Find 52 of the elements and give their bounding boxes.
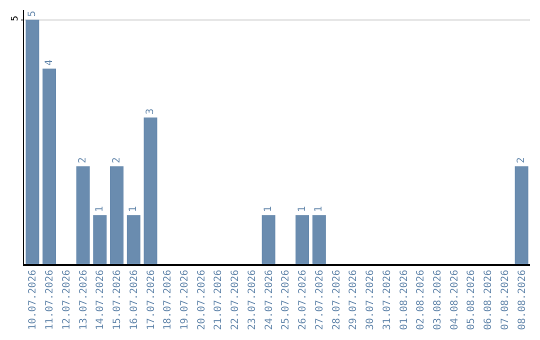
x-tick-label: 12.07.2026 [61, 270, 72, 330]
data-label: 1 [314, 206, 325, 212]
bar [93, 215, 107, 264]
data-label: 5 [26, 10, 38, 17]
x-tick-label: 28.07.2026 [331, 270, 342, 330]
x-tick-label: 29.07.2026 [348, 270, 360, 330]
x-tick-label: 17.07.2026 [146, 270, 157, 330]
x-tick-label: 13.07.2026 [78, 270, 90, 330]
data-label: 1 [296, 206, 308, 212]
x-tick-label: 03.08.2026 [432, 270, 444, 330]
x-tick-label: 05.08.2026 [466, 270, 478, 330]
bar [126, 215, 140, 264]
x-tick-label: 02.08.2026 [416, 270, 427, 330]
x-tick-label: 07.08.2026 [500, 270, 511, 330]
data-label: 1 [128, 206, 140, 212]
data-label: 2 [78, 157, 89, 164]
x-tick-label: 01.08.2026 [398, 270, 410, 330]
bar [42, 68, 56, 264]
x-tick-label: 19.07.2026 [179, 270, 190, 330]
x-tick-label: 06.08.2026 [483, 270, 494, 330]
x-tick-label: 14.07.2026 [95, 270, 106, 330]
data-label: 2 [516, 157, 528, 164]
x-tick-label: 16.07.2026 [128, 270, 140, 330]
x-tick-label: 04.08.2026 [449, 270, 460, 330]
x-tick-label: 26.07.2026 [298, 270, 309, 330]
bar [312, 215, 326, 264]
x-tick-label: 30.07.2026 [365, 270, 376, 330]
data-label: 3 [145, 108, 156, 114]
data-label: 1 [263, 206, 274, 212]
data-label: 4 [44, 60, 55, 66]
x-tick-label: 25.07.2026 [280, 270, 292, 330]
bar [514, 166, 528, 264]
x-tick-label: 15.07.2026 [112, 270, 124, 330]
x-tick-label: 31.07.2026 [382, 270, 393, 330]
x-tick-label: 23.07.2026 [246, 270, 258, 330]
bar [262, 215, 276, 264]
x-tick-label: 08.08.2026 [516, 270, 528, 330]
bar [76, 166, 90, 264]
x-tick-label: 27.07.2026 [314, 270, 326, 330]
bar [26, 20, 40, 264]
x-tick-label: 21.07.2026 [213, 270, 224, 330]
x-tick-label: 11.07.2026 [44, 270, 56, 330]
data-label: 2 [111, 157, 122, 164]
bar [110, 166, 124, 264]
x-tick-label: 10.07.2026 [28, 270, 39, 330]
x-tick-label: 20.07.2026 [196, 270, 208, 330]
x-tick-label: 22.07.2026 [230, 270, 242, 330]
x-tick-label: 24.07.2026 [264, 270, 275, 330]
bar [296, 215, 310, 264]
data-label: 1 [94, 206, 106, 212]
x-tick-label: 18.07.2026 [162, 270, 174, 330]
bar [144, 117, 158, 264]
